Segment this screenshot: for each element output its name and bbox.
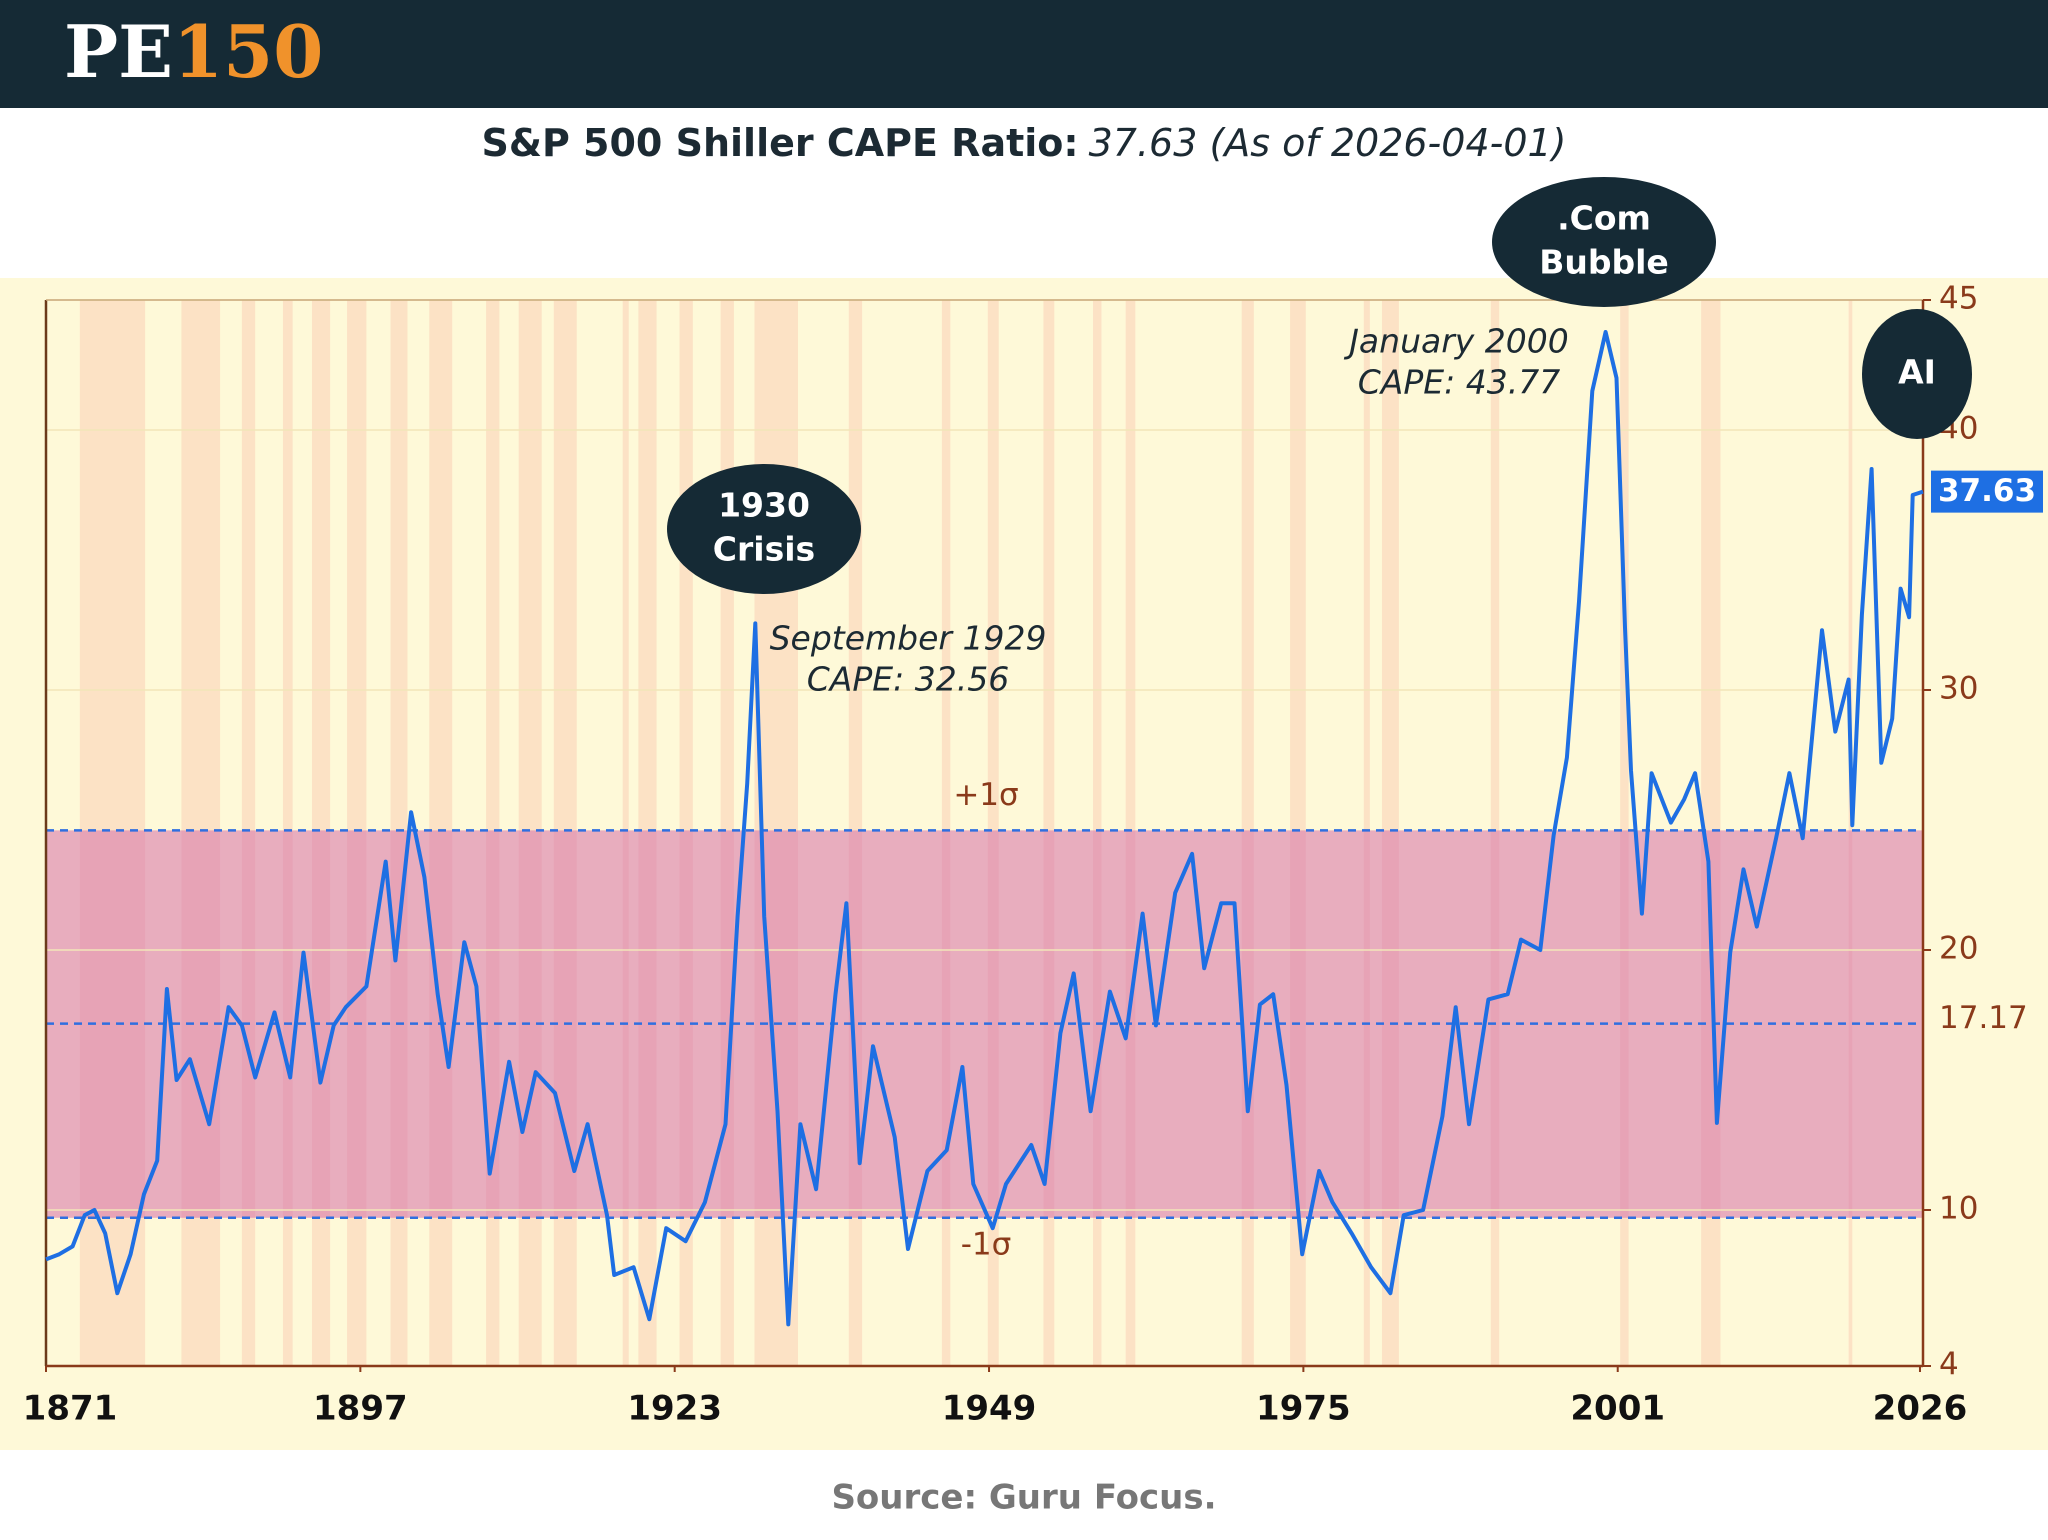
x-tick-label: 1897 (313, 1389, 408, 1429)
x-tick-label: 1923 (627, 1389, 722, 1429)
sigma-label: -1σ (961, 1226, 1012, 1262)
logo-right: 150 (173, 9, 323, 94)
x-tick-label: 2001 (1570, 1389, 1665, 1429)
bubble-label: .Com (1557, 199, 1651, 238)
bubble (667, 464, 861, 594)
x-tick-label: 1871 (23, 1389, 118, 1429)
current-label: 37.63 (1938, 473, 2036, 509)
bubble-label: Bubble (1539, 243, 1669, 282)
sigma-label: +1σ (953, 777, 1018, 813)
x-tick-label: 1949 (942, 1389, 1037, 1429)
annotation: CAPE: 43.77 (1358, 363, 1560, 402)
bubble (1862, 309, 1972, 439)
x-tick-label: 2026 (1873, 1389, 1968, 1429)
mean-label: 17.17 (1939, 1000, 2028, 1036)
bubble-label: AI (1898, 353, 1936, 392)
title-main: S&P 500 Shiller CAPE Ratio: (481, 121, 1078, 165)
title-value: 37.63 (As of 2026-04-01) (1089, 121, 1567, 165)
y-tick-label: 30 (1939, 671, 1978, 707)
y-tick-label: 20 (1939, 931, 1978, 967)
bubble-label: 1930 (718, 486, 810, 525)
current-badge (1931, 470, 2043, 513)
annotation: January 2000 (1343, 322, 1569, 361)
bubble-label: Crisis (713, 530, 815, 569)
x-tick-label: 1975 (1256, 1389, 1351, 1429)
y-tick-label: 45 (1939, 281, 1978, 317)
header-bar (0, 0, 2048, 108)
bubble (1492, 177, 1716, 307)
cape-line (45, 330, 1924, 1327)
y-tick-label: 4 (1939, 1347, 1959, 1383)
logo-left: PE (64, 9, 173, 94)
logo: PE150 (64, 9, 323, 94)
annotation: CAPE: 32.56 (807, 660, 1009, 699)
annotation: September 1929 (770, 619, 1047, 658)
source: Source: Guru Focus. (831, 1478, 1216, 1518)
title: S&P 500 Shiller CAPE Ratio: 37.63 (As of … (481, 121, 1566, 165)
y-tick-label: 10 (1939, 1191, 1978, 1227)
